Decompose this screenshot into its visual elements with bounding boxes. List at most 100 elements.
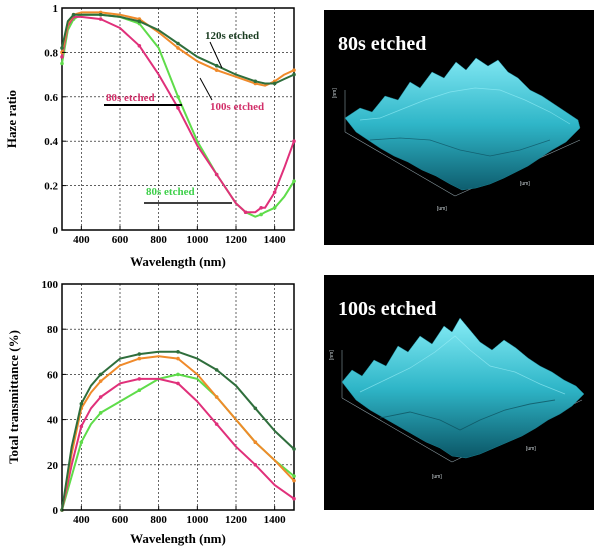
transmittance-series-line-2	[61, 355, 295, 511]
transmittance-x-tick-label: 1000	[186, 514, 209, 526]
haze-series-point-3	[98, 12, 103, 17]
transmittance-x-tick-label: 400	[73, 514, 90, 526]
transmittance-x-tick-label: 600	[112, 514, 129, 526]
haze-series-point-3	[214, 63, 219, 68]
transmittance-plot-frame	[61, 283, 295, 511]
transmittance-y-tick-label: 60	[47, 369, 59, 381]
haze-y-tick-label: 0.8	[44, 47, 58, 59]
haze-label-120s: 120s etched	[205, 30, 259, 42]
transmittance-series-point-3	[137, 352, 142, 356]
transmittance-series-line-1	[61, 377, 295, 511]
haze-series-point-1	[60, 55, 64, 59]
afm2-surface	[341, 317, 585, 459]
haze-series-point-0	[272, 206, 277, 210]
transmittance-series-point-2	[137, 356, 142, 361]
haze-x-tick-label: 400	[73, 234, 90, 246]
transmittance-series-point-2	[292, 478, 296, 483]
haze-series-point-2	[176, 46, 180, 50]
transmittance-series-point-3	[79, 401, 84, 406]
afm1-z-unit: [nm]	[332, 88, 338, 98]
haze-series-point-3	[292, 72, 296, 77]
transmittance-series	[60, 350, 296, 512]
afm1-surface	[344, 57, 581, 191]
transmittance-chart: 400 600 800 1000 1200 1400 0 20 40 60 80 100 Wavele…	[6, 279, 296, 546]
haze-series-point-0	[60, 61, 64, 66]
transmittance-series-point-1	[98, 395, 103, 399]
transmittance-series-point-1	[79, 424, 84, 429]
afm2-x-unit: [um]	[432, 474, 442, 480]
transmittance-series-point-3	[292, 447, 296, 451]
afm2-z-unit: [nm]	[329, 350, 335, 360]
afm1-ridge-highlight	[359, 87, 571, 125]
transmittance-y-axis-title: Total transmittance (%)	[6, 330, 21, 464]
haze-ticks: 400 600 800 1000 1200 1400 0 0.2 0.4 0.6 0.8 1	[44, 3, 286, 246]
transmittance-series-point-2	[98, 379, 103, 383]
haze-series-point-1	[137, 43, 142, 48]
haze-series-point-1	[176, 106, 180, 110]
haze-label-80s-pink: 80s etched	[106, 92, 155, 104]
haze-x-tick-label: 1200	[225, 234, 248, 246]
haze-x-tick-label: 800	[150, 234, 167, 246]
haze-series-point-1	[243, 210, 248, 215]
transmittance-ticks: 400 600 800 1000 1200 1400 0 20 40 60 80 100	[42, 279, 287, 526]
haze-y-tick-label: 0.6	[44, 92, 58, 104]
transmittance-series-point-3	[253, 406, 258, 411]
transmittance-series-line-3	[61, 350, 295, 511]
haze-label-100s: 100s etched	[210, 101, 264, 113]
transmittance-series-point-3	[214, 368, 219, 372]
transmittance-series-point-0	[176, 372, 180, 377]
transmittance-y-tick-label: 80	[47, 324, 59, 336]
afm1-x-unit: [um]	[437, 206, 447, 212]
transmittance-series-point-0	[98, 411, 103, 415]
haze-series-line-1	[61, 15, 295, 214]
afm2-valley-shade	[379, 399, 556, 431]
haze-series-point-1	[259, 206, 263, 210]
haze-series-point-1	[214, 172, 219, 177]
afm1-valley-shade	[369, 137, 551, 157]
haze-y-tick-label: 1	[53, 3, 59, 15]
transmittance-y-tick-label: 0	[53, 505, 59, 517]
afm2-y-unit: [um]	[526, 446, 536, 452]
transmittance-x-tick-label: 1200	[225, 514, 248, 526]
transmittance-series-point-2	[253, 440, 258, 445]
haze-label-80s-green: 80s etched	[146, 186, 195, 198]
haze-series-point-1	[98, 17, 103, 21]
haze-x-tick-label: 600	[112, 234, 129, 246]
haze-series-point-2	[214, 68, 219, 72]
afm-panel-100s-title: 100s etched	[338, 298, 436, 320]
haze-series-point-3	[253, 79, 258, 84]
haze-chart: 400 600 800 1000 1200 1400 0 0.2 0.4 0.6 0.8 1 Wave…	[4, 3, 296, 269]
transmittance-x-tick-label: 800	[150, 514, 167, 526]
haze-series-point-0	[259, 212, 263, 217]
haze-y-tick-label: 0.2	[44, 181, 58, 193]
haze-series-point-3	[60, 46, 64, 50]
transmittance-series-point-1	[137, 377, 142, 381]
haze-x-axis-title: Wavelength (nm)	[130, 254, 226, 269]
haze-series-point-3	[272, 81, 277, 86]
transmittance-series-point-3	[98, 372, 103, 377]
haze-y-tick-label: 0.4	[44, 136, 58, 148]
transmittance-series-point-0	[79, 440, 84, 445]
transmittance-y-tick-label: 20	[47, 460, 59, 472]
haze-series-point-3	[71, 12, 76, 17]
haze-series	[60, 10, 296, 218]
afm-panel-80s-title: 80s etched	[338, 33, 426, 55]
haze-series-point-1	[292, 139, 296, 143]
transmittance-series-point-1	[292, 496, 296, 501]
afm2-ridge-highlight	[359, 335, 566, 395]
haze-y-axis-title: Haze ratio	[4, 90, 19, 148]
transmittance-x-axis-title: Wavelength (nm)	[130, 531, 226, 546]
transmittance-series-point-2	[214, 395, 219, 399]
haze-series-point-3	[137, 19, 142, 24]
transmittance-x-tick-label: 1400	[264, 514, 287, 526]
haze-x-tick-label: 1400	[264, 234, 287, 246]
afm1-y-unit: [um]	[520, 181, 530, 187]
haze-y-tick-label: 0	[53, 225, 59, 237]
haze-x-tick-label: 1000	[186, 234, 209, 246]
transmittance-series-point-0	[292, 474, 296, 478]
afm2-axis-left	[341, 397, 453, 463]
transmittance-series-point-3	[176, 350, 180, 354]
transmittance-series-point-0	[137, 388, 142, 393]
transmittance-series-point-2	[176, 356, 180, 361]
